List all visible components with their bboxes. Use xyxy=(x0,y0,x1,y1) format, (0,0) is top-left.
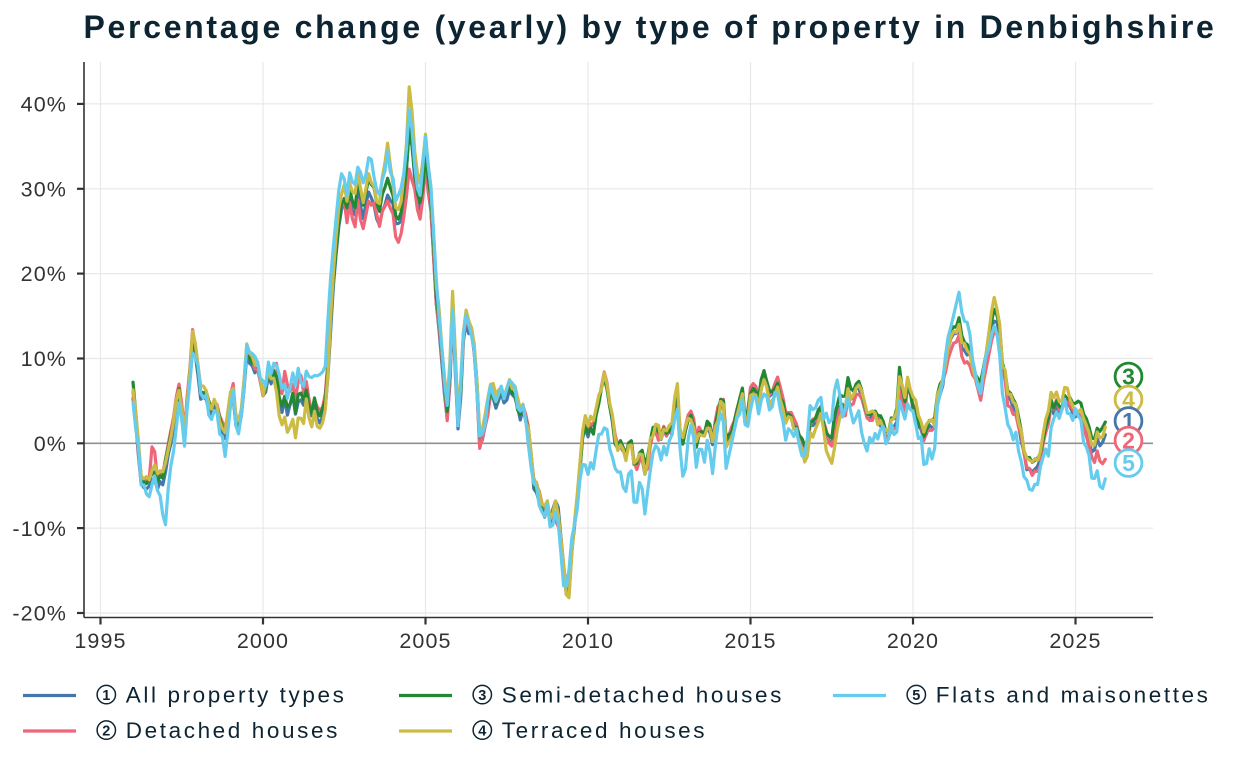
svg-text:5: 5 xyxy=(1122,450,1135,476)
svg-text:Percentage change (yearly) by: Percentage change (yearly) by type of pr… xyxy=(84,9,1217,45)
svg-text:4: 4 xyxy=(478,723,486,739)
svg-text:2: 2 xyxy=(1122,427,1135,453)
svg-text:Semi-detached houses: Semi-detached houses xyxy=(502,683,784,708)
svg-text:2: 2 xyxy=(102,723,110,739)
svg-text:40%: 40% xyxy=(21,93,67,117)
svg-text:-10%: -10% xyxy=(12,517,67,541)
svg-text:2025: 2025 xyxy=(1049,629,1101,653)
svg-text:4: 4 xyxy=(1122,386,1135,412)
svg-text:Terraced houses: Terraced houses xyxy=(502,718,707,743)
svg-text:1995: 1995 xyxy=(74,629,126,653)
svg-text:3: 3 xyxy=(1122,363,1135,389)
svg-text:20%: 20% xyxy=(21,262,67,286)
svg-text:0%: 0% xyxy=(34,432,67,456)
svg-text:Detached houses: Detached houses xyxy=(126,718,340,743)
svg-text:2005: 2005 xyxy=(399,629,451,653)
svg-text:Flats and maisonettes: Flats and maisonettes xyxy=(936,683,1211,708)
svg-text:10%: 10% xyxy=(21,347,67,371)
svg-text:2010: 2010 xyxy=(562,629,614,653)
svg-text:All property types: All property types xyxy=(126,683,347,708)
svg-text:2015: 2015 xyxy=(724,629,776,653)
svg-text:-20%: -20% xyxy=(12,602,67,626)
svg-text:30%: 30% xyxy=(21,177,67,201)
svg-text:3: 3 xyxy=(478,688,486,704)
svg-text:5: 5 xyxy=(912,688,920,704)
svg-text:1: 1 xyxy=(102,688,110,704)
svg-text:2000: 2000 xyxy=(237,629,289,653)
svg-text:2020: 2020 xyxy=(887,629,939,653)
